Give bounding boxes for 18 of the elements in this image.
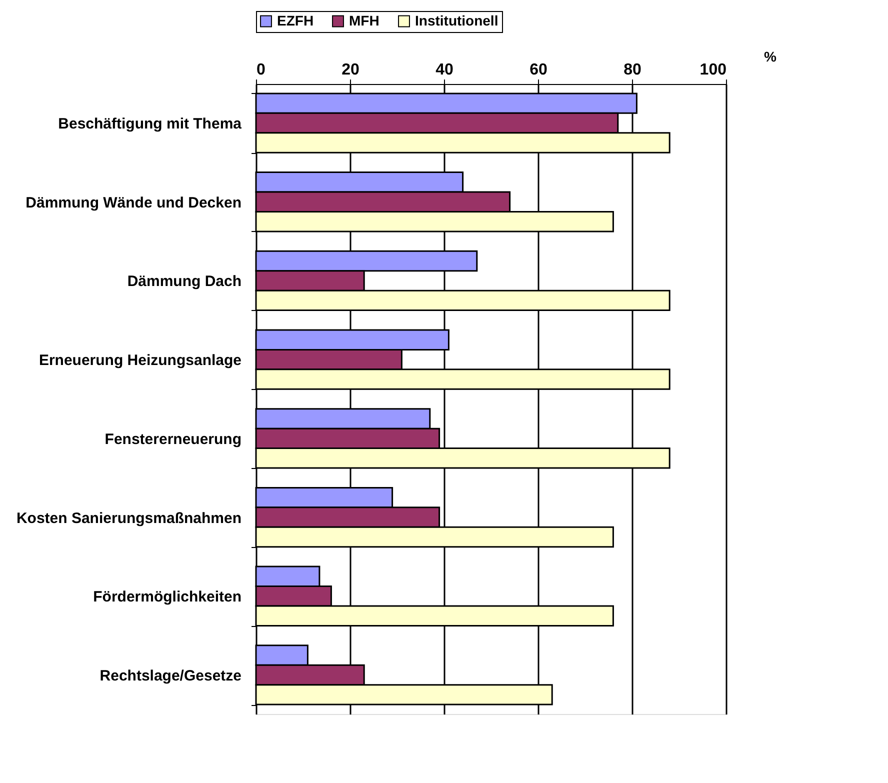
y-tick-label: Kosten Sanierungsmaßnahmen	[16, 510, 242, 527]
legend-label: EZFH	[277, 12, 314, 28]
x-tick-label: 80	[624, 62, 642, 78]
x-tick-label: 20	[342, 62, 360, 78]
y-tick-label: Beschäftigung mit Thema	[58, 116, 242, 133]
y-tick-label: Dämmung Dach	[127, 273, 242, 290]
y-tick-label: Rechtslage/Gesetze	[100, 667, 242, 684]
x-axis-title: %	[764, 48, 778, 64]
x-tick-label: 60	[530, 62, 548, 78]
x-tick-label: 0	[256, 62, 266, 78]
y-tick-label: Fenstererneuerung	[104, 430, 242, 448]
x-tick-label: 100	[700, 62, 727, 78]
y-tick-label: Fördermöglichkeiten	[93, 588, 242, 606]
y-tick-label: Erneuerung Heizungsanlage	[38, 352, 242, 370]
legend-label: Institutionell	[415, 12, 498, 28]
y-tick-label: Dämmung Wände und Decken	[26, 194, 242, 212]
x-tick-label: 40	[436, 62, 454, 78]
legend-label: MFH	[349, 12, 380, 28]
